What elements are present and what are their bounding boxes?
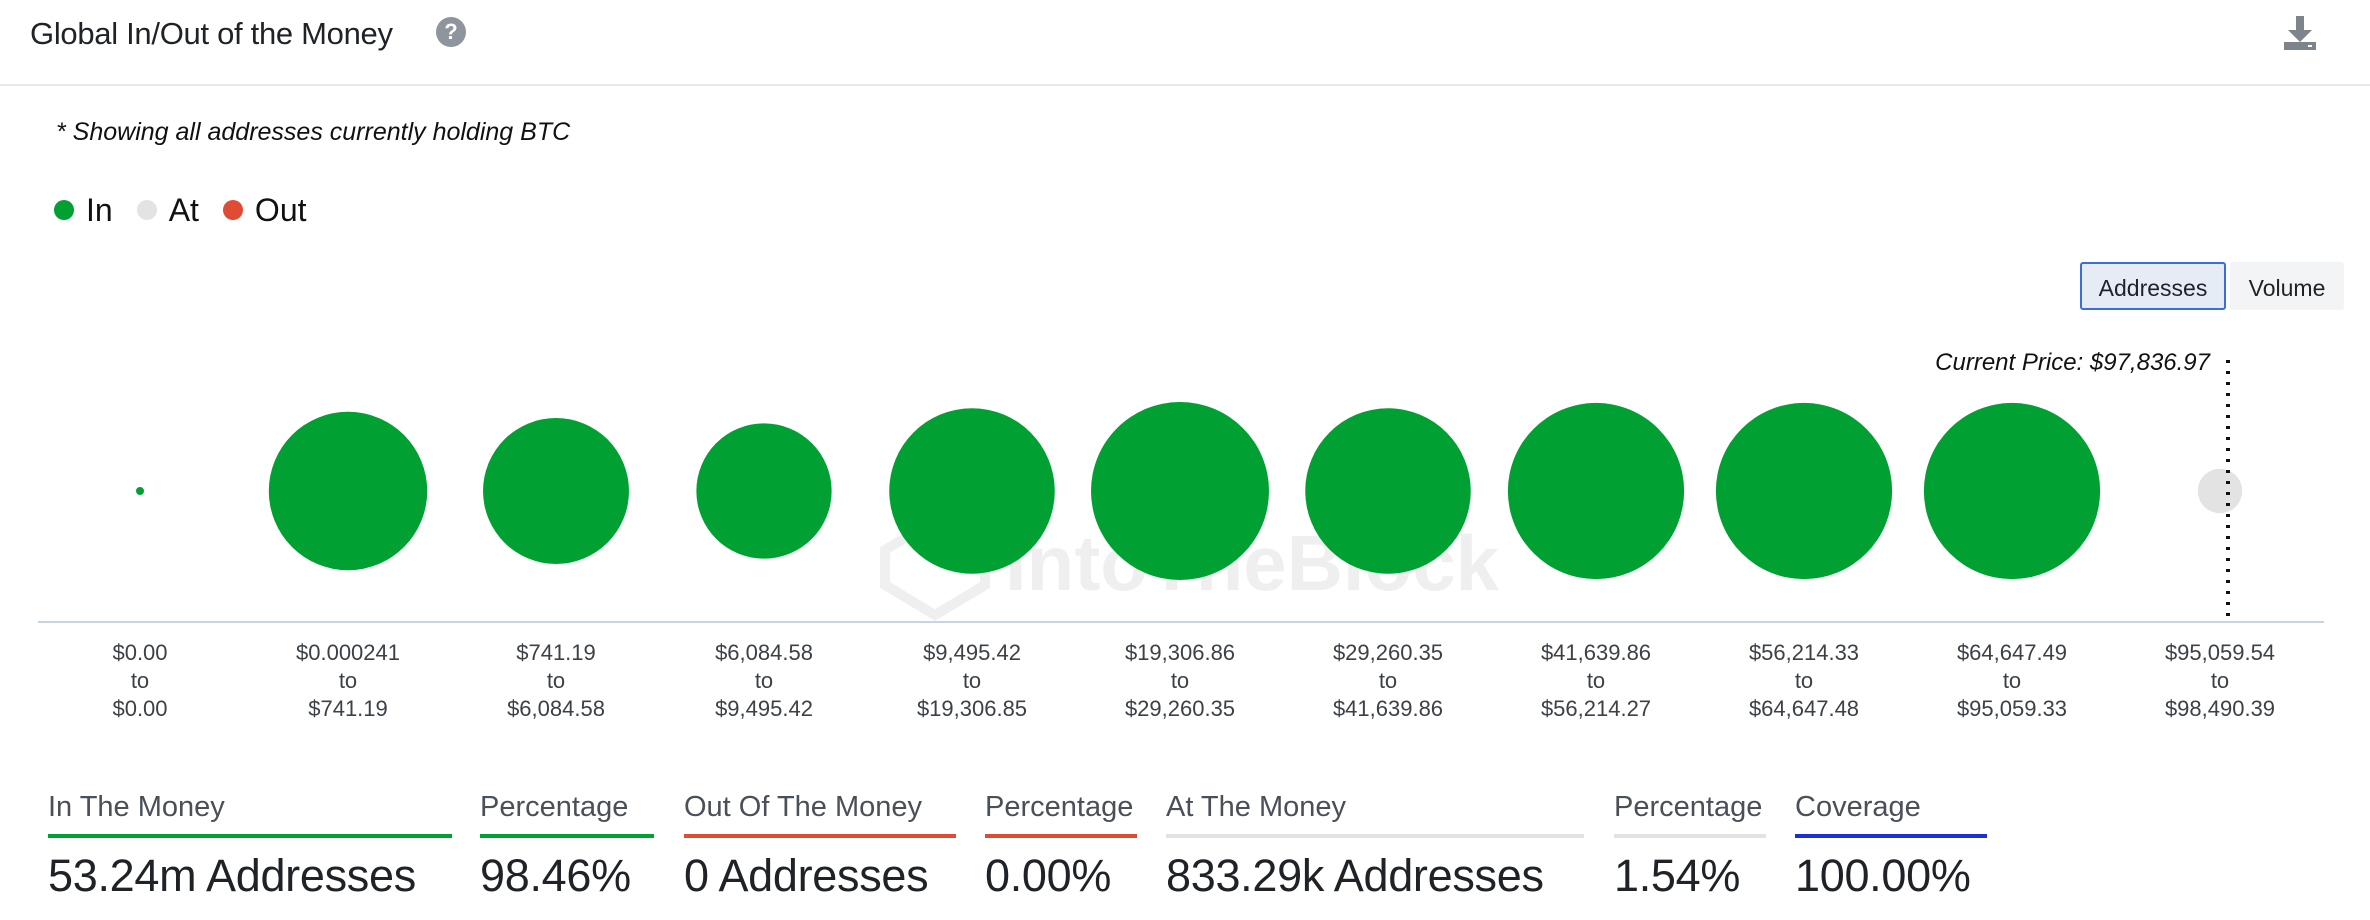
legend-item-out[interactable]: Out [222,191,307,229]
stat-value: 98.46% [480,850,631,901]
bubble-8[interactable] [1507,402,1685,580]
x-tick-label-3: $741.19 to $6,084.58 [507,640,605,721]
legend-label-in: In [86,191,113,228]
stat-underline [48,834,452,838]
stat-block-1: In The Money 53.24m Addresses [48,786,452,906]
legend-label-out: Out [254,191,307,228]
x-tick-label-7: $29,260.35 to $41,639.86 [1333,640,1443,721]
stat-block-6: Percentage 1.54% [1614,786,1766,906]
legend-dot-in [54,200,74,220]
x-tick-label-5: $9,495.42 to $19,306.85 [917,640,1027,721]
stat-value: 1.54% [1614,850,1741,901]
stat-value: 833.29k Addresses [1166,850,1544,901]
bubble-5[interactable] [889,408,1055,574]
legend-item-at[interactable]: At [136,191,199,229]
x-tick-label-1: $0.00 to $0.00 [112,640,167,721]
stat-label: Percentage [480,791,629,823]
stat-label: Percentage [1614,791,1763,823]
widget-title: Global In/Out of the Money [30,16,393,51]
legend-label-at: At [168,191,199,228]
widget-header: Global In/Out of the Money ? [0,0,2370,86]
addresses-toggle-button[interactable]: Addresses [2080,262,2226,310]
stat-underline [1166,834,1584,838]
legend-dot-out [222,200,243,220]
stat-label: Coverage [1795,791,1921,823]
bubble-9[interactable] [1715,402,1893,580]
x-tick-label-8: $41,639.86 to $56,214.27 [1541,640,1651,721]
stat-block-2: Percentage 98.46% [480,786,654,906]
stat-underline [1795,834,1987,838]
current-price-label: Current Price: $97,836.97 [1935,349,2211,376]
stat-value: 100.00% [1795,850,1971,901]
x-tick-label-9: $56,214.33 to $64,647.48 [1749,640,1859,721]
bubble-1[interactable] [136,487,144,495]
question-circle-icon[interactable]: ? [436,17,466,47]
stat-value: 53.24m Addresses [48,850,416,901]
stat-label: Percentage [985,791,1134,823]
x-tick-label-10: $64,647.49 to $95,059.33 [1957,640,2067,721]
stat-underline [985,834,1137,838]
x-tick-label-11: $95,059.54 to $98,490.39 [2165,640,2275,721]
bubble-10[interactable] [1923,402,2101,580]
bubble-7[interactable] [1305,408,1471,574]
stat-block-5: At The Money 833.29k Addresses [1166,786,1584,906]
stat-value: 0 Addresses [684,850,929,901]
bubble-11[interactable] [2197,468,2243,514]
x-tick-label-2: $0.000241 to $741.19 [296,640,400,721]
stat-label: At The Money [1166,791,1347,823]
stat-label: Out Of The Money [684,791,923,823]
stat-block-3: Out Of The Money 0 Addresses [684,786,956,906]
stat-underline [684,834,956,838]
bubble-chart: IntoTheBlock Current Price: $97,836.97 $… [38,349,2324,721]
stat-block-4: Percentage 0.00% [985,786,1137,906]
stat-block-7: Coverage 100.00% [1795,786,1987,906]
bubble-3[interactable] [483,418,629,564]
volume-toggle-button[interactable]: Volume [2230,262,2344,310]
bubble-6[interactable] [1091,402,1269,580]
legend-item-in[interactable]: In [54,192,113,229]
legend-dot-at [136,200,157,220]
stat-value: 0.00% [985,850,1112,901]
chart-legend: In At Out [54,192,331,228]
download-icon[interactable] [2282,14,2318,52]
stat-underline [480,834,654,838]
stat-label: In The Money [48,791,225,823]
bubble-2[interactable] [268,411,428,571]
chart-subtitle: * Showing all addresses currently holdin… [56,118,571,146]
x-tick-label-6: $19,306.86 to $29,260.35 [1125,640,1235,721]
x-tick-label-4: $6,084.58 to $9,495.42 [715,640,813,721]
stat-underline [1614,834,1766,838]
bubble-4[interactable] [696,423,832,559]
